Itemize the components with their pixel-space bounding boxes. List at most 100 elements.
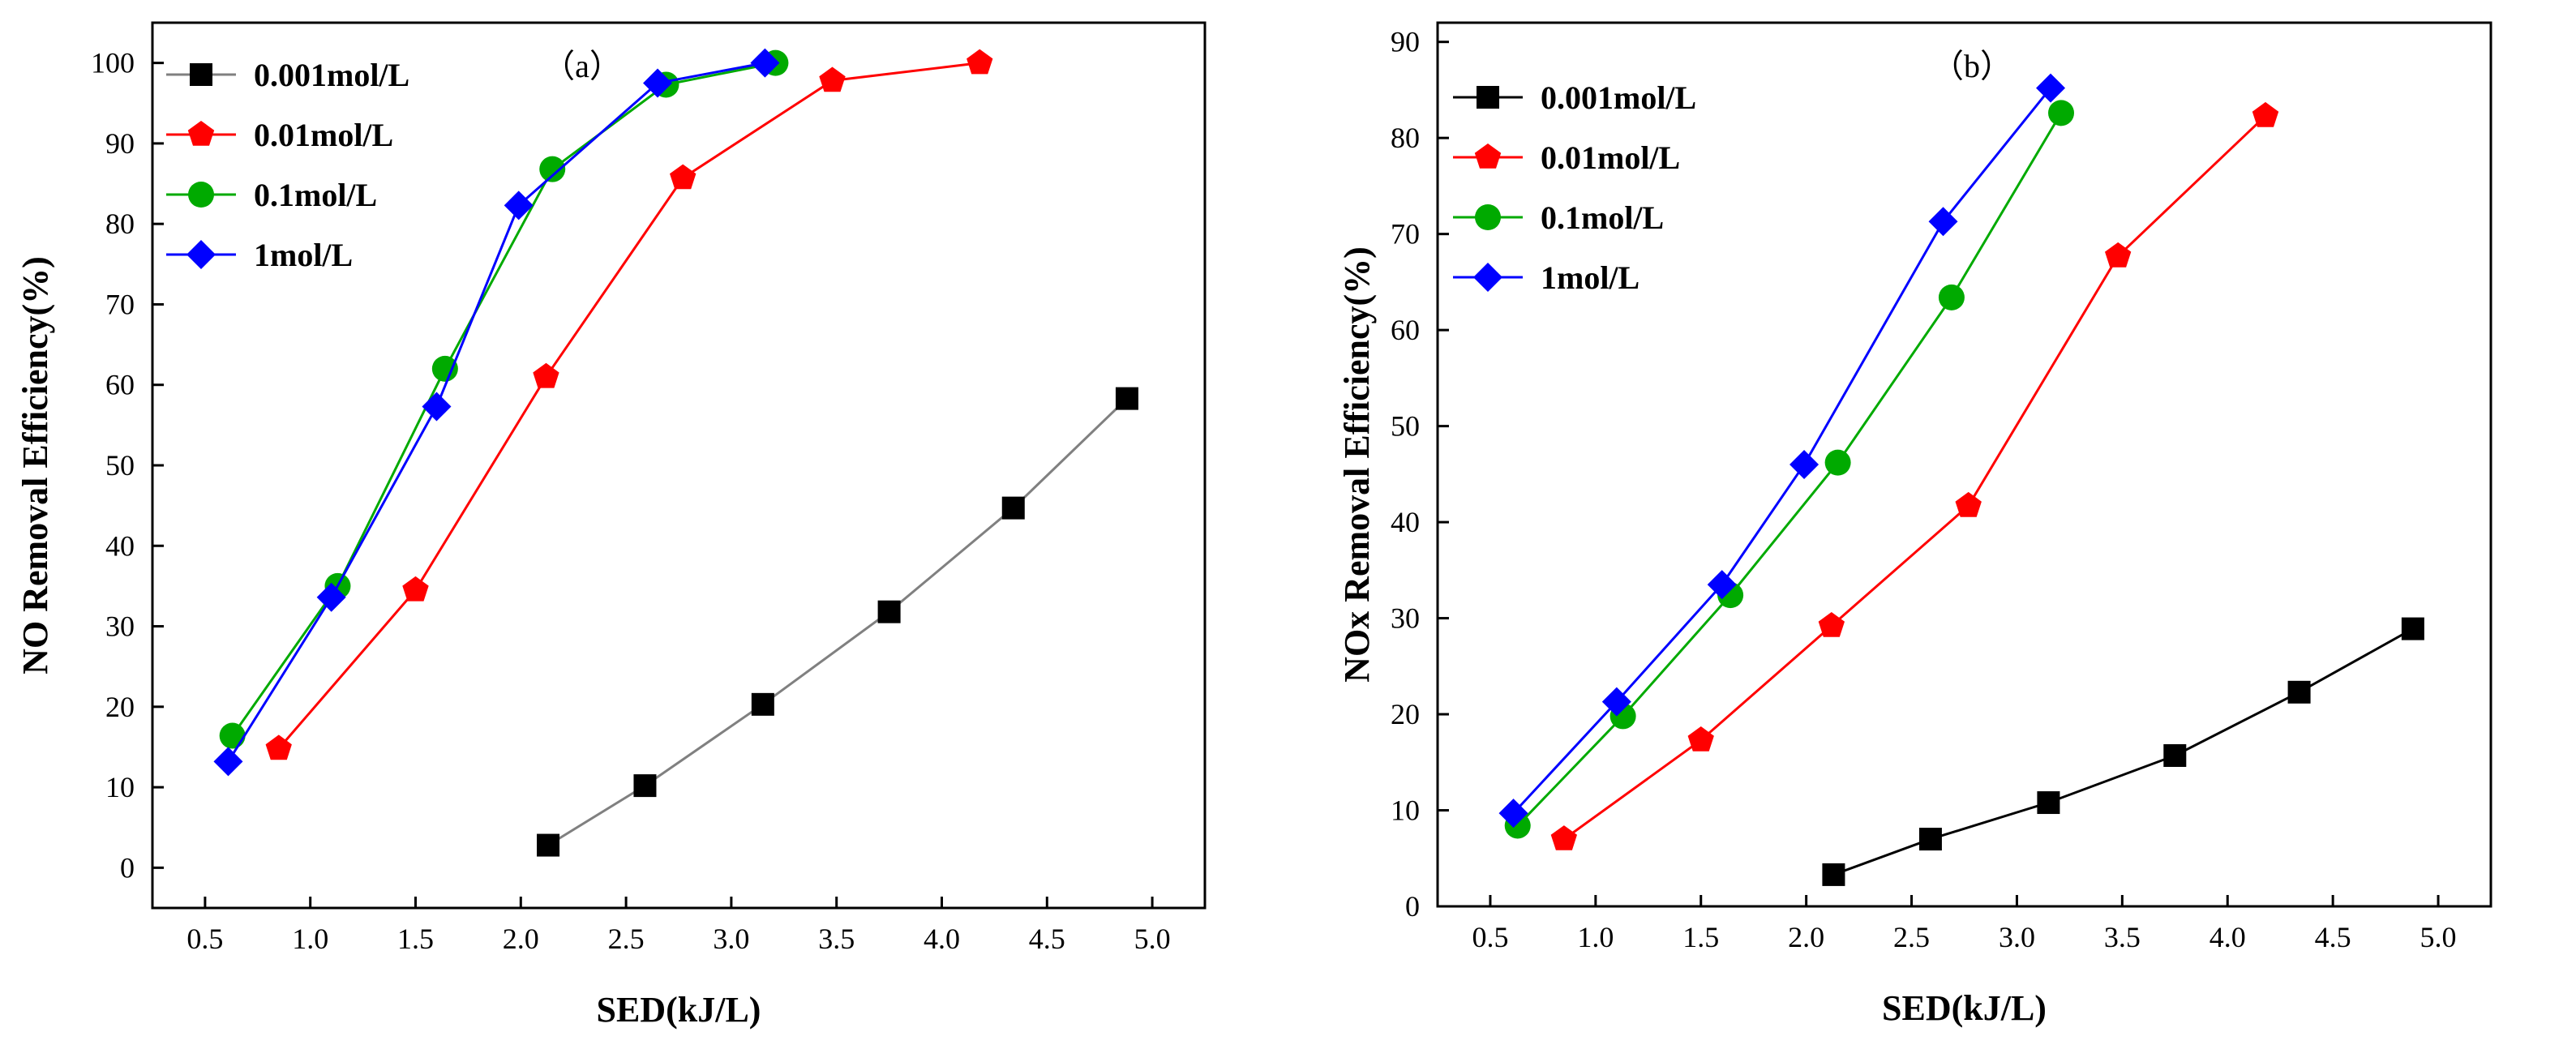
series-line bbox=[227, 62, 765, 763]
series-0.01mol/L bbox=[1550, 101, 2279, 850]
legend-entry: 1mol/L bbox=[1453, 259, 1639, 296]
data-point bbox=[1822, 863, 1845, 886]
x-tick-label: 3.5 bbox=[818, 923, 855, 955]
y-tick-label: 0 bbox=[120, 851, 135, 884]
data-point bbox=[819, 66, 846, 92]
x-tick-label: 5.0 bbox=[2420, 921, 2457, 953]
series-1mol/L bbox=[1498, 73, 2066, 829]
series-line bbox=[1832, 627, 2414, 876]
plot-frame bbox=[151, 21, 1207, 910]
chart-panel-b: 0.5 1.0 1.5 2.0 2.5 3.0 3.5 4.0 4.5 5.0 0 10 20 30 40 5… bbox=[1337, 21, 2492, 1028]
y-tick-label: 90 bbox=[105, 127, 135, 160]
data-point bbox=[1955, 491, 1982, 517]
y-tick-label: 60 bbox=[105, 369, 135, 401]
y-tick-label: 30 bbox=[1391, 602, 1420, 635]
y-tick-label: 40 bbox=[1391, 506, 1420, 538]
x-tick-label: 1.5 bbox=[397, 923, 434, 955]
legend-entry: 0.01mol/L bbox=[1453, 139, 1680, 176]
series-line bbox=[231, 62, 776, 737]
legend-entry: 0.1mol/L bbox=[166, 177, 377, 213]
series-0.001mol/L bbox=[1822, 617, 2424, 886]
x-tick-label: 4.0 bbox=[924, 923, 960, 955]
data-point bbox=[1824, 449, 1851, 476]
legend-marker bbox=[1477, 86, 1499, 109]
x-tick-label: 1.5 bbox=[1682, 921, 1719, 953]
legend-entry: 0.1mol/L bbox=[1453, 199, 1664, 236]
series-line bbox=[277, 62, 980, 750]
data-point bbox=[1918, 828, 1942, 851]
data-point bbox=[2037, 791, 2060, 815]
x-axis-title: SED(kJ/L) bbox=[597, 990, 761, 1030]
y-tick-label: 40 bbox=[105, 529, 135, 562]
data-point bbox=[213, 747, 243, 777]
x-tick-label: 3.0 bbox=[1999, 921, 2035, 953]
legend-entry: 0.01mol/L bbox=[166, 117, 393, 153]
data-point bbox=[633, 774, 657, 798]
data-point bbox=[504, 191, 534, 221]
y-axis-title: NO Removal Efficiency(%) bbox=[15, 256, 55, 674]
x-tick-label: 1.0 bbox=[292, 923, 328, 955]
data-point bbox=[2401, 617, 2424, 640]
data-point bbox=[431, 355, 458, 382]
data-point bbox=[751, 692, 774, 716]
data-point bbox=[2048, 100, 2075, 126]
y-tick-label: 50 bbox=[105, 449, 135, 482]
series-0.1mol/L bbox=[1504, 100, 2075, 839]
data-point bbox=[1601, 687, 1631, 717]
legend-marker bbox=[1473, 263, 1502, 292]
legend-marker bbox=[1475, 204, 1501, 230]
x-tick-label: 5.0 bbox=[1134, 923, 1171, 955]
legend-entry: 0.001mol/L bbox=[166, 57, 409, 93]
data-point bbox=[967, 49, 993, 75]
legend-label: 0.1mol/L bbox=[1541, 199, 1664, 236]
y-tick-label: 10 bbox=[105, 771, 135, 803]
y-tick-label: 90 bbox=[1391, 26, 1420, 58]
legend-entry: 1mol/L bbox=[166, 237, 353, 273]
x-tick-label: 0.5 bbox=[186, 923, 223, 955]
data-point bbox=[402, 576, 429, 602]
data-point bbox=[1498, 799, 1528, 829]
data-point bbox=[1707, 570, 1737, 600]
data-point bbox=[643, 68, 673, 98]
data-point bbox=[2105, 242, 2132, 268]
x-tick-label: 2.0 bbox=[1788, 921, 1824, 953]
x-tick-label: 2.5 bbox=[608, 923, 645, 955]
legend-marker bbox=[190, 63, 212, 86]
data-point bbox=[1001, 496, 1025, 520]
series-line bbox=[547, 397, 1128, 846]
series-line bbox=[1512, 87, 2052, 815]
legend-entry: 0.001mol/L bbox=[1453, 79, 1696, 116]
series-line bbox=[1563, 114, 2267, 841]
data-point bbox=[670, 164, 697, 190]
x-tick-label: 2.0 bbox=[503, 923, 539, 955]
y-tick-label: 20 bbox=[105, 691, 135, 723]
data-point bbox=[1115, 387, 1138, 410]
x-tick-label: 4.0 bbox=[2210, 921, 2246, 953]
chart-panel-a: 0.5 1.0 1.5 2.0 2.5 3.0 3.5 4.0 4.5 5.0 0 10 20 30 40 5… bbox=[15, 21, 1207, 1030]
data-point bbox=[539, 156, 566, 182]
legend-marker bbox=[187, 121, 215, 146]
y-tick-label: 80 bbox=[1391, 122, 1420, 154]
legend-label: 1mol/L bbox=[254, 237, 353, 273]
legend-label: 1mol/L bbox=[1541, 259, 1639, 296]
data-point bbox=[877, 600, 901, 623]
data-point bbox=[2163, 743, 2187, 767]
panel-label: （a） bbox=[542, 48, 622, 84]
data-point bbox=[1928, 207, 1958, 237]
data-point bbox=[265, 734, 292, 760]
y-tick-label: 10 bbox=[1391, 794, 1420, 827]
legend-label: 0.1mol/L bbox=[254, 177, 377, 213]
x-tick-label: 0.5 bbox=[1472, 921, 1508, 953]
legend-label: 0.001mol/L bbox=[254, 57, 409, 93]
y-tick-label: 0 bbox=[1405, 890, 1420, 923]
x-tick-label: 2.5 bbox=[1893, 921, 1930, 953]
series-line bbox=[1516, 112, 2063, 827]
data-point bbox=[750, 48, 780, 78]
y-tick-label: 60 bbox=[1391, 314, 1420, 346]
data-point bbox=[533, 362, 559, 388]
data-point bbox=[2036, 73, 2066, 103]
series-0.01mol/L bbox=[265, 49, 993, 760]
series-0.001mol/L bbox=[537, 387, 1138, 857]
data-point bbox=[2252, 101, 2279, 127]
